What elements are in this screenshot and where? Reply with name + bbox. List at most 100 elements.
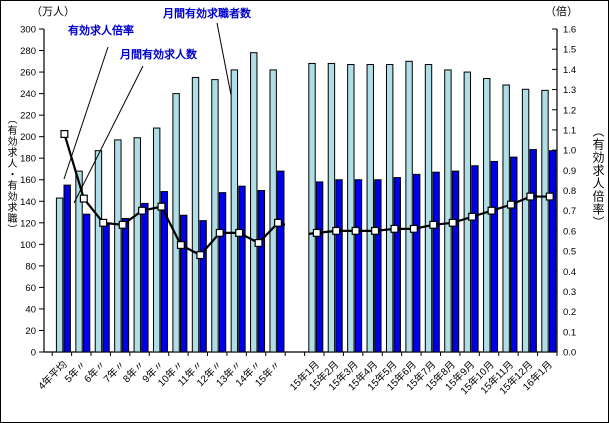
bar-seekers (385, 64, 394, 353)
ratio-marker (312, 228, 321, 237)
leader-lines (63, 22, 232, 204)
bar-seekers (191, 76, 200, 353)
left-tick-label: 40 (25, 304, 36, 315)
bar-openings (374, 179, 382, 353)
x-axis (51, 352, 558, 356)
left-tick-label: 280 (20, 46, 36, 57)
openings-series-label: 月間有効求人数 (120, 49, 197, 61)
ratio-marker (468, 212, 477, 221)
right-tick-label: 0.3 (563, 287, 576, 298)
bar-openings (548, 150, 557, 353)
ratio-marker (351, 226, 360, 235)
right-tick-label: 0.6 (563, 226, 576, 237)
bar-seekers (463, 71, 472, 353)
bar-seekers (133, 137, 141, 353)
bar-seekers (366, 64, 374, 353)
ratio-marker (390, 224, 399, 233)
right-tick-label: 1.1 (563, 125, 576, 136)
ratio-marker (545, 192, 554, 201)
bar-seekers (75, 170, 83, 353)
right-tick-label: 0.5 (563, 247, 576, 258)
right-tick-label: 0.4 (563, 267, 576, 278)
right-tick-label: 0.1 (563, 327, 576, 338)
ratio-marker (487, 206, 496, 215)
left-tick-label: 60 (25, 283, 36, 294)
ratio-marker (196, 251, 205, 260)
bar-openings (510, 156, 518, 353)
ratio-marker (79, 194, 88, 203)
bar-openings (412, 173, 421, 353)
ratio-marker (176, 241, 185, 250)
bar-seekers (114, 139, 122, 353)
right-tick-label: 0.2 (563, 307, 576, 318)
bar-openings (432, 171, 440, 353)
bar-openings (180, 214, 188, 353)
left-tick-label: 160 (20, 175, 36, 186)
bar-seekers (230, 69, 239, 353)
bar-seekers (172, 93, 180, 353)
ratio-marker (215, 228, 224, 237)
ratio-marker (157, 202, 166, 211)
right-tick-label: 0.0 (563, 348, 576, 359)
bar-seekers (541, 89, 549, 353)
bars (55, 52, 557, 353)
right-tick-label: 0.7 (563, 206, 576, 217)
bar-openings (335, 179, 343, 353)
bar-openings (529, 149, 537, 353)
right-tick-label: 1.6 (563, 25, 576, 36)
right-axis-unit: （倍） (545, 6, 578, 18)
ratio-marker (60, 129, 69, 138)
bar-seekers (347, 64, 355, 353)
ratio-marker (235, 228, 244, 237)
left-tick-label: 260 (20, 68, 36, 79)
seekers-series-label: 月間有効求職者数 (163, 8, 251, 20)
ratio-marker (371, 226, 380, 235)
ratio-marker (429, 220, 438, 229)
right-tick-label: 1.3 (563, 85, 576, 96)
left-tick-label: 200 (20, 132, 36, 143)
bar-seekers (424, 64, 433, 353)
left-axis-title: （有効求人・有効求職） (5, 114, 16, 235)
bar-seekers (444, 69, 452, 353)
bar-seekers (521, 88, 530, 353)
category-labels: 4年平均5年〃6年〃7年〃8年〃9年〃10年〃11年〃12年〃13年〃14年〃1… (35, 358, 555, 397)
ratio-marker (118, 220, 127, 229)
ratio-marker (526, 192, 535, 201)
bar-openings (199, 220, 207, 353)
right-tick-label: 1.4 (563, 65, 576, 76)
bar-seekers (502, 84, 510, 353)
bar-seekers (211, 79, 219, 353)
bar-seekers (405, 60, 413, 353)
ratio-marker (273, 218, 282, 227)
ratio-series-label: 有効求人倍率 (68, 25, 134, 37)
bar-openings (490, 160, 499, 353)
bar-openings (63, 184, 71, 353)
bar-openings (218, 192, 227, 353)
bar-openings (354, 179, 363, 353)
ratio-marker (506, 200, 515, 209)
bar-openings (82, 213, 91, 353)
ratio-marker (409, 224, 418, 233)
bar-openings (471, 165, 479, 353)
ratio-marker (99, 218, 108, 227)
right-tick-label: 1.0 (563, 146, 576, 157)
left-tick-label: 180 (20, 154, 36, 165)
bar-openings (141, 202, 149, 353)
right-axis: 0.0 0.1 0.2 0.3 0.4 0.5 0.6 0.7 0.8 0.9 1.0 1.1 1.2 1… (552, 25, 576, 359)
left-tick-label: 300 (20, 25, 36, 36)
bar-seekers (94, 150, 103, 353)
bar-seekers (308, 62, 316, 353)
left-tick-label: 100 (20, 240, 36, 251)
left-tick-label: 0 (31, 348, 36, 359)
bar-openings (160, 191, 168, 353)
left-tick-label: 120 (20, 218, 36, 229)
bar-seekers (269, 69, 277, 353)
bar-openings (277, 170, 285, 353)
right-tick-label: 1.2 (563, 105, 576, 116)
bar-seekers (327, 62, 336, 353)
bar-openings (238, 185, 246, 353)
bar-seekers (152, 127, 161, 353)
bar-seekers (250, 52, 258, 353)
